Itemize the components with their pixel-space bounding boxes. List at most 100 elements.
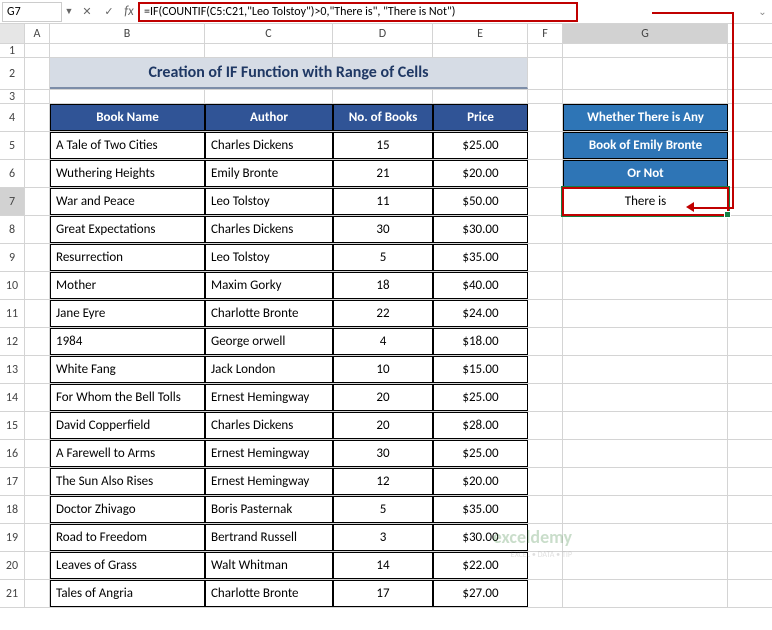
table-cell-price[interactable]: $25.00 (433, 384, 528, 411)
table-cell-book[interactable]: Leaves of Grass (50, 552, 205, 579)
row-header-13[interactable]: 13 (0, 356, 25, 383)
row-header-2[interactable]: 2 (0, 58, 25, 89)
table-cell-author[interactable]: George orwell (205, 328, 333, 355)
table-cell-num[interactable]: 17 (333, 580, 433, 607)
row-header-1[interactable]: 1 (0, 44, 25, 57)
row-header-5[interactable]: 5 (0, 132, 25, 159)
formula-expand-icon[interactable]: ⌄ (753, 5, 772, 18)
table-cell-num[interactable]: 4 (333, 328, 433, 355)
col-header-g[interactable]: G (563, 24, 728, 43)
table-cell-price[interactable]: $24.00 (433, 300, 528, 327)
table-cell-num[interactable]: 3 (333, 524, 433, 551)
row-header-21[interactable]: 21 (0, 580, 25, 607)
cell[interactable] (25, 104, 50, 131)
table-cell-num[interactable]: 21 (333, 160, 433, 187)
col-header-c[interactable]: C (205, 24, 333, 43)
cell[interactable] (25, 244, 50, 271)
cell[interactable] (563, 44, 728, 58)
cell[interactable] (528, 44, 563, 58)
cell[interactable] (563, 496, 728, 523)
cell[interactable] (528, 160, 563, 187)
col-header-d[interactable]: D (333, 24, 433, 43)
cell[interactable] (528, 412, 563, 439)
cell[interactable] (563, 244, 728, 271)
table-cell-num[interactable]: 18 (333, 272, 433, 299)
table-cell-price[interactable]: $30.00 (433, 216, 528, 243)
table-cell-price[interactable]: $25.00 (433, 440, 528, 467)
table-cell-price[interactable]: $50.00 (433, 188, 528, 215)
table-cell-book[interactable]: Wuthering Heights (50, 160, 205, 187)
cell[interactable] (25, 160, 50, 187)
col-header-b[interactable]: B (50, 24, 205, 43)
cell[interactable] (205, 90, 333, 104)
result-cell[interactable]: There is (563, 188, 728, 215)
table-cell-book[interactable]: War and Peace (50, 188, 205, 215)
cell[interactable] (563, 412, 728, 439)
table-cell-num[interactable]: 10 (333, 356, 433, 383)
cell[interactable] (25, 272, 50, 299)
cell[interactable] (528, 300, 563, 327)
row-header-3[interactable]: 3 (0, 90, 25, 103)
table-cell-book[interactable]: Jane Eyre (50, 300, 205, 327)
table-cell-num[interactable]: 12 (333, 468, 433, 495)
row-header-9[interactable]: 9 (0, 244, 25, 271)
table-cell-book[interactable]: A Farewell to Arms (50, 440, 205, 467)
cell[interactable] (528, 524, 563, 551)
cell[interactable] (528, 552, 563, 579)
table-cell-author[interactable]: Walt Whitman (205, 552, 333, 579)
table-cell-num[interactable]: 22 (333, 300, 433, 327)
cell[interactable] (25, 580, 50, 607)
row-header-15[interactable]: 15 (0, 412, 25, 439)
table-cell-price[interactable]: $20.00 (433, 468, 528, 495)
row-header-6[interactable]: 6 (0, 160, 25, 187)
table-cell-book[interactable]: The Sun Also Rises (50, 468, 205, 495)
table-cell-book[interactable]: White Fang (50, 356, 205, 383)
table-cell-author[interactable]: Leo Tolstoy (205, 244, 333, 271)
cell[interactable] (528, 188, 563, 215)
row-header-16[interactable]: 16 (0, 440, 25, 467)
cell[interactable] (528, 104, 563, 131)
row-header-11[interactable]: 11 (0, 300, 25, 327)
cell[interactable] (433, 44, 528, 58)
cell[interactable] (25, 384, 50, 411)
table-cell-author[interactable]: Ernest Hemingway (205, 468, 333, 495)
cell[interactable] (25, 468, 50, 495)
enter-icon[interactable]: ✓ (100, 5, 118, 18)
cell[interactable] (25, 524, 50, 551)
table-cell-num[interactable]: 30 (333, 216, 433, 243)
table-cell-author[interactable]: Boris Pasternak (205, 496, 333, 523)
table-cell-price[interactable]: $35.00 (433, 496, 528, 523)
cell[interactable] (528, 216, 563, 243)
table-cell-price[interactable]: $18.00 (433, 328, 528, 355)
fill-handle[interactable] (724, 211, 731, 218)
table-cell-book[interactable]: David Copperfield (50, 412, 205, 439)
cell[interactable] (25, 356, 50, 383)
cell[interactable] (25, 216, 50, 243)
cell[interactable] (563, 440, 728, 467)
cell[interactable] (25, 440, 50, 467)
row-header-20[interactable]: 20 (0, 552, 25, 579)
col-header-e[interactable]: E (433, 24, 528, 43)
cell[interactable] (25, 328, 50, 355)
table-cell-author[interactable]: Charlotte Bronte (205, 300, 333, 327)
table-cell-num[interactable]: 11 (333, 188, 433, 215)
table-cell-num[interactable]: 15 (333, 132, 433, 159)
cell[interactable] (528, 384, 563, 411)
table-cell-book[interactable]: For Whom the Bell Tolls (50, 384, 205, 411)
cell[interactable] (528, 244, 563, 271)
table-cell-author[interactable]: Emily Bronte (205, 160, 333, 187)
cell[interactable] (563, 356, 728, 383)
cell[interactable] (563, 272, 728, 299)
cell[interactable] (25, 496, 50, 523)
cell[interactable] (333, 44, 433, 58)
cell[interactable] (25, 412, 50, 439)
row-header-4[interactable]: 4 (0, 104, 25, 131)
table-cell-book[interactable]: Mother (50, 272, 205, 299)
cell[interactable] (25, 552, 50, 579)
table-cell-price[interactable]: $28.00 (433, 412, 528, 439)
row-header-19[interactable]: 19 (0, 524, 25, 551)
table-cell-book[interactable]: Resurrection (50, 244, 205, 271)
name-box[interactable]: G7 (2, 2, 62, 22)
cell[interactable] (563, 216, 728, 243)
col-header-f[interactable]: F (528, 24, 563, 43)
